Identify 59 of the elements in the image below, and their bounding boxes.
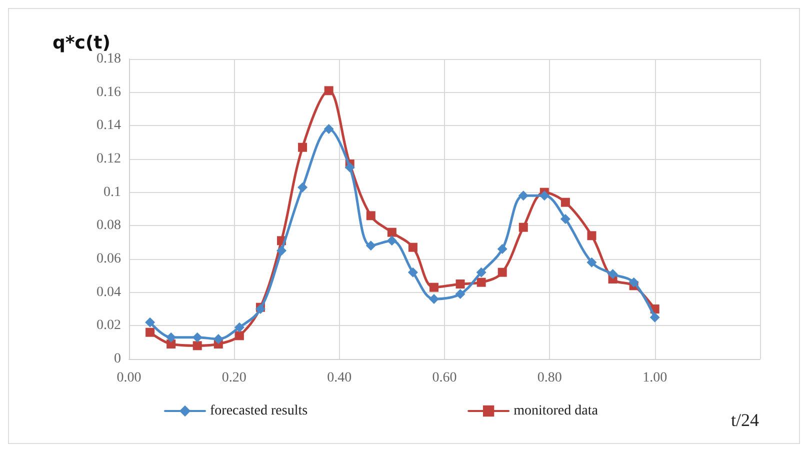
point	[408, 242, 418, 252]
x-tick-label: 0.60	[432, 370, 457, 386]
y-tick-label: 0	[114, 352, 121, 366]
point	[497, 244, 508, 254]
point	[344, 162, 355, 172]
y-tick-label: 0.08	[96, 218, 121, 234]
y-tick-label: 0.1	[104, 184, 121, 200]
point	[298, 182, 308, 192]
y-tick-label: 0.16	[96, 84, 121, 100]
legend-label: forecasted results	[210, 404, 308, 418]
point	[456, 280, 465, 288]
point	[429, 282, 438, 292]
x-tick-label: 0.00	[116, 370, 142, 386]
point	[213, 334, 224, 344]
point	[276, 246, 286, 256]
point	[560, 214, 570, 224]
point	[650, 312, 660, 322]
x-tick-label: 0.80	[537, 370, 562, 386]
point	[146, 328, 155, 337]
point	[166, 332, 176, 342]
point	[455, 289, 466, 299]
point	[366, 240, 376, 251]
point	[476, 278, 486, 287]
point	[560, 198, 570, 207]
y-tick-label: 0.06	[96, 252, 121, 266]
point	[234, 331, 244, 340]
point	[192, 341, 202, 350]
point	[387, 228, 396, 237]
x-tick-label: 0.20	[222, 370, 246, 386]
y-axis-title: q*c(t)	[52, 32, 111, 54]
point	[324, 86, 334, 96]
point	[145, 317, 156, 328]
x-tick-label: 0.40	[327, 370, 352, 386]
point	[608, 269, 618, 279]
y-tick-label: 0.02	[96, 318, 121, 334]
point	[234, 322, 244, 332]
point	[192, 332, 202, 342]
point	[539, 190, 550, 201]
y-tick-label: 0.12	[96, 152, 121, 166]
point	[518, 190, 528, 201]
point	[298, 142, 308, 152]
point	[518, 222, 528, 232]
point	[476, 267, 486, 278]
x-axis-title: t/24	[731, 410, 760, 430]
point	[498, 268, 507, 277]
y-tick-label: 0.04	[96, 284, 121, 300]
point	[628, 277, 639, 288]
y-tick-label: 0.18	[96, 52, 121, 66]
point	[586, 257, 597, 268]
point	[324, 124, 334, 134]
point	[428, 294, 439, 304]
point	[587, 231, 596, 240]
point	[386, 236, 397, 246]
point	[366, 211, 376, 220]
point	[166, 340, 176, 348]
x-tick-label: 1.00	[642, 370, 668, 386]
legend-label: monitored data	[514, 404, 599, 418]
point	[408, 267, 418, 278]
y-tick-label: 0.14	[96, 118, 121, 134]
